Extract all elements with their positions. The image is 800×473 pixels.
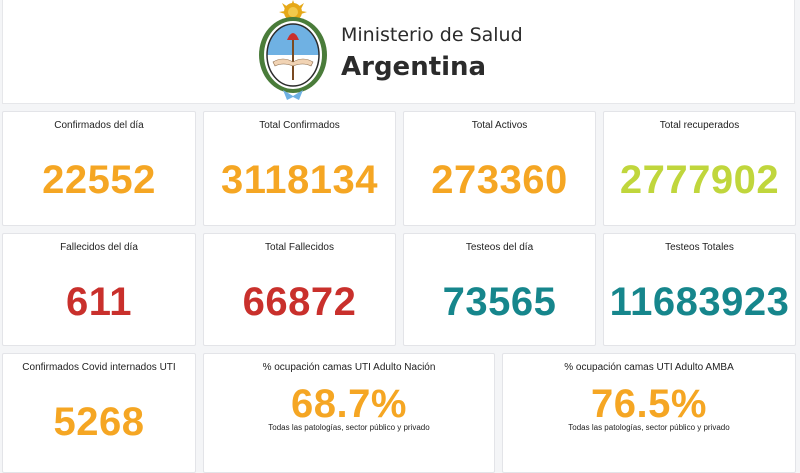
- argentina-coat-of-arms-icon: [253, 0, 333, 104]
- card-total-recuperados: Total recuperados 2777902: [603, 111, 796, 226]
- ministry-title: Ministerio de Salud: [341, 24, 523, 46]
- card-value: 68.7%: [291, 382, 407, 426]
- card-label: Testeos del día: [465, 242, 534, 253]
- card-label: Total recuperados: [659, 120, 740, 131]
- card-label: Total Confirmados: [259, 120, 340, 131]
- card-label: Confirmados del día: [54, 120, 144, 131]
- card-total-confirmados: Total Confirmados 3118134: [203, 111, 396, 226]
- card-internados-uti: Confirmados Covid internados UTI 5268: [2, 353, 196, 473]
- header: Ministerio de Salud Argentina: [2, 0, 795, 104]
- card-ocupacion-uti-amba: % ocupación camas UTI Adulto AMBA 76.5% …: [502, 353, 796, 473]
- card-testeos-totales: Testeos Totales 11683923: [603, 233, 796, 346]
- card-total-activos: Total Activos 273360: [403, 111, 596, 226]
- country-title: Argentina: [341, 52, 487, 82]
- card-total-fallecidos: Total Fallecidos 66872: [203, 233, 396, 346]
- card-value: 11683923: [609, 280, 790, 324]
- card-label: Testeos Totales: [665, 242, 734, 253]
- card-value: 2777902: [619, 158, 780, 202]
- card-fallecidos-del-dia: Fallecidos del día 611: [2, 233, 196, 346]
- card-label: Total Fallecidos: [265, 242, 334, 253]
- card-value: 5268: [53, 400, 145, 444]
- card-value: 611: [65, 280, 133, 324]
- card-ocupacion-uti-nacion: % ocupación camas UTI Adulto Nación 68.7…: [203, 353, 495, 473]
- card-note: Todas las patologías, sector público y p…: [268, 423, 430, 432]
- card-label: % ocupación camas UTI Adulto Nación: [262, 362, 436, 373]
- card-value: 66872: [242, 280, 357, 324]
- card-label: Fallecidos del día: [60, 242, 138, 253]
- card-value: 22552: [42, 158, 156, 202]
- card-note: Todas las patologías, sector público y p…: [568, 423, 730, 432]
- card-label: Confirmados Covid internados UTI: [22, 362, 176, 373]
- card-value: 73565: [442, 280, 557, 324]
- card-confirmados-del-dia: Confirmados del día 22552: [2, 111, 196, 226]
- card-label: % ocupación camas UTI Adulto AMBA: [564, 362, 734, 373]
- card-value: 3118134: [220, 158, 378, 202]
- card-testeos-del-dia: Testeos del día 73565: [403, 233, 596, 346]
- card-label: Total Activos: [471, 120, 528, 131]
- card-value: 76.5%: [591, 382, 707, 426]
- card-value: 273360: [431, 158, 568, 202]
